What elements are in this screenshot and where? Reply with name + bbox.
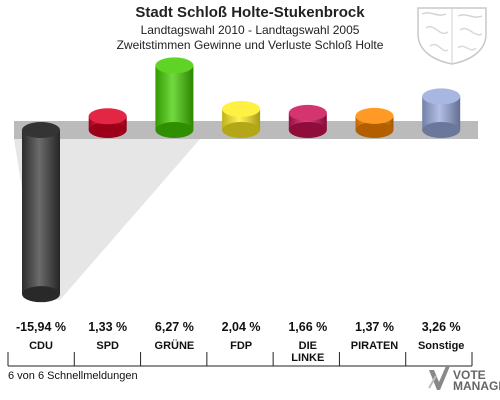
value-label: 2,04 % xyxy=(221,320,261,334)
category-label: CDU xyxy=(29,340,53,352)
bar-sonstige xyxy=(422,88,461,138)
vote-manager-logo-icon xyxy=(428,366,450,390)
bar-cdu xyxy=(22,122,60,303)
category-label: FDP xyxy=(230,340,253,352)
footer-note: 6 von 6 Schnellmeldungen xyxy=(8,370,138,382)
bar-spd xyxy=(88,108,127,138)
bar-fdp xyxy=(222,100,261,138)
bar-piraten xyxy=(355,107,394,138)
bar-die-linke xyxy=(288,104,327,138)
category-label: PIRATEN xyxy=(350,340,399,352)
value-label: 3,26 % xyxy=(421,320,461,334)
baseline-plane-shadow xyxy=(14,139,200,300)
category-label: Sonstige xyxy=(417,340,465,352)
vote-manager-logo: VOTE MANAGER xyxy=(453,368,500,393)
category-label: GRÜNE xyxy=(154,340,195,352)
chart-title: Stadt Schloß Holte-Stukenbrock xyxy=(135,4,365,21)
value-label: 1,37 % xyxy=(355,320,394,334)
chart-caption: Zweitstimmen Gewinne und Verluste Schloß… xyxy=(116,38,384,52)
value-label: 1,66 % xyxy=(288,320,328,334)
value-label: 6,27 % xyxy=(154,320,194,334)
category-label: SPD xyxy=(96,340,119,352)
category-label: DIE LINKE xyxy=(291,340,325,364)
chart-subtitle: Landtagswahl 2010 - Landtagswahl 2005 xyxy=(140,23,360,37)
logo-line-1: VOTE xyxy=(453,368,486,382)
value-label: 1,33 % xyxy=(88,320,128,334)
bar-grüne xyxy=(155,57,194,138)
state-crest-icon xyxy=(417,7,487,65)
logo-line-2: MANAGER xyxy=(453,379,500,393)
value-label: -15,94 % xyxy=(15,320,67,334)
